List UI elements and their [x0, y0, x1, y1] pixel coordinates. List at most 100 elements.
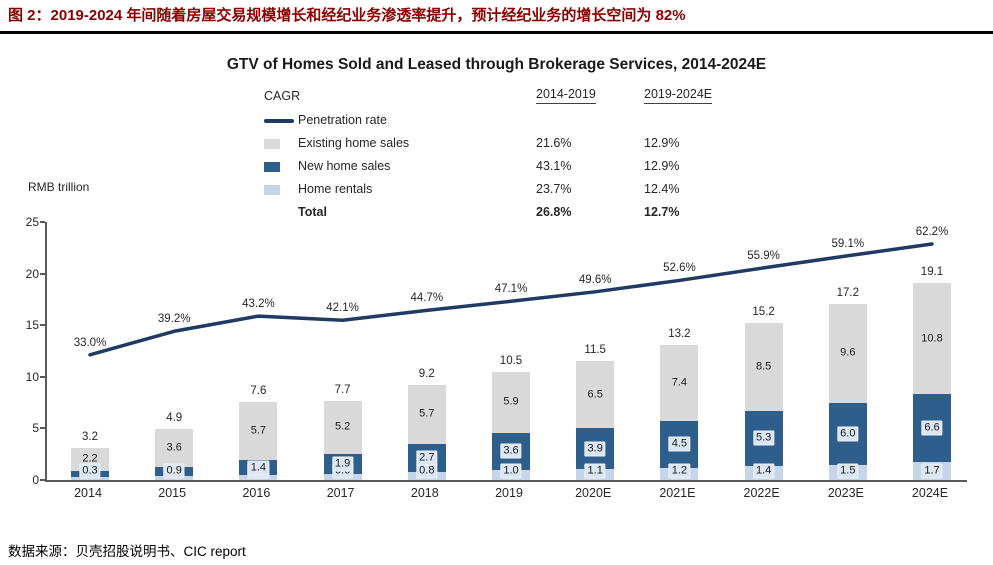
bar-value-label: 0.3: [79, 463, 101, 479]
bar-value-label: 1.1: [584, 463, 606, 479]
x-axis-label: 2015: [158, 486, 187, 500]
bar-value-label: 9.6: [840, 346, 856, 359]
x-axis-label: 2022E: [743, 486, 780, 500]
bar-segment-existing-home-sales: [323, 400, 362, 455]
bar-segment-existing-home-sales: [913, 282, 951, 395]
legend-label-new-home-sales: New home sales: [298, 159, 391, 173]
penetration-rate-value-label: 44.7%: [410, 292, 444, 305]
bar-total-label: 13.2: [668, 327, 691, 340]
chart-area: GTV of Homes Sold and Leased through Bro…: [0, 34, 993, 534]
cagr-column-header-2014-2019: 2014-2019: [536, 87, 644, 104]
cagr-value: 23.7%: [536, 182, 572, 196]
penetration-rate-value-label: 43.2%: [242, 298, 275, 311]
legend-swatch-cell: [264, 113, 298, 127]
penetration-rate-line: [88, 242, 934, 357]
y-axis-tick-label: 5: [32, 421, 39, 436]
y-axis-tick-label: 25: [25, 215, 39, 229]
bar-value-label: 5.7: [250, 424, 267, 437]
bar-value-label: 2.2: [82, 452, 98, 465]
legend-swatch-cell: [264, 159, 298, 173]
bar-segment-existing-home-sales: [828, 303, 867, 403]
cagr-value: 12.4%: [644, 182, 680, 196]
y-axis-tick-mark: [40, 221, 45, 223]
bar-total-label: 10.5: [499, 354, 523, 367]
cagr-column-header-2019-2024: 2019-2024E: [644, 87, 764, 104]
x-axis-label: 2019: [495, 486, 523, 500]
bar-value-label: 6.0: [837, 426, 859, 442]
cagr-value-total: 12.7%: [644, 205, 680, 219]
x-axis-label: 2016: [242, 486, 271, 500]
bar-value-label: 5.7: [419, 407, 435, 420]
bar-value-label: 1.0: [500, 463, 522, 479]
legend-label-existing-home-sales: Existing home sales: [298, 136, 410, 150]
bar-total-label: 7.7: [334, 383, 351, 396]
y-axis-tick-mark: [40, 427, 45, 430]
penetration-rate-value-label: 33.0%: [73, 336, 107, 349]
bar-value-label: 1.5: [837, 463, 859, 479]
bar-segment-existing-home-sales: [660, 344, 699, 422]
bar-segment-existing-home-sales: [744, 323, 783, 411]
bar-total-label: 4.9: [166, 412, 183, 425]
bar-segment-existing-home-sales: [407, 385, 446, 444]
x-axis-label: 2023E: [827, 486, 864, 500]
bar-segment-existing-home-sales: [492, 371, 530, 433]
legend-label-home-rentals: Home rentals: [298, 182, 373, 196]
existing-home-sales-swatch: [264, 138, 280, 149]
penetration-rate-value-label: 59.1%: [831, 237, 865, 250]
x-axis-label: 2024E: [911, 486, 949, 500]
legend-label-penetration-rate: Penetration rate: [298, 113, 387, 127]
y-axis-title: RMB trillion: [28, 180, 90, 194]
bar-value-label: 3.6: [166, 441, 182, 454]
bar-value-label: 5.2: [334, 420, 351, 433]
y-axis-tick-label: 15: [25, 318, 39, 333]
legend-cagr-table: CAGR 2014-2019 2019-2024E Penetration ra…: [264, 87, 764, 219]
cagr-table-title: CAGR: [264, 88, 301, 103]
bar-value-label: 1.9: [331, 456, 354, 472]
bar-value-label: 6.6: [921, 420, 943, 436]
bar-value-label: 1.4: [247, 460, 270, 476]
bar-value-label: 3.6: [500, 443, 522, 459]
bar-value-label: 5.3: [752, 430, 775, 446]
bar-total-label: 19.1: [920, 265, 944, 278]
x-axis-label: 2020E: [575, 486, 612, 500]
cagr-value: 21.6%: [536, 136, 572, 150]
legend-swatch-cell: [264, 136, 298, 150]
bar-value-label: 8.5: [755, 360, 772, 373]
bar-total-label: 3.2: [82, 431, 98, 443]
bar-value-label: 4.5: [668, 436, 691, 452]
bar-value-label: 10.8: [921, 332, 943, 345]
bar-total-label: 9.2: [418, 368, 435, 381]
bar-value-label: 1.7: [921, 463, 943, 479]
penetration-rate-value-label: 52.6%: [663, 262, 696, 275]
home-rentals-swatch: [264, 184, 280, 195]
legend-swatch-cell: [264, 182, 298, 196]
penetration-rate-line-swatch: [264, 118, 294, 123]
bar-value-label: 0.9: [163, 463, 185, 479]
bar-total-label: 11.5: [584, 344, 606, 357]
penetration-rate-value-label: 47.1%: [494, 283, 528, 296]
bar-value-label: 1.4: [752, 463, 775, 479]
penetration-rate-value-label: 55.9%: [747, 249, 780, 262]
bar-total-label: 15.2: [752, 306, 775, 319]
plot-area: 0.32.23.20.40.93.64.90.51.45.77.60.61.95…: [45, 222, 967, 482]
new-home-sales-swatch: [264, 161, 280, 172]
bar-value-label: 3.9: [584, 441, 606, 457]
y-axis-tick-label: 0: [32, 473, 39, 487]
bar-total-label: 17.2: [836, 286, 859, 299]
x-axis-label: 2021E: [659, 486, 696, 500]
chart-title: GTV of Homes Sold and Leased through Bro…: [226, 56, 767, 73]
x-axis-label: 2018: [410, 486, 439, 500]
axes-layer: 0 5 10 15 20 25 2014 2015 2016 2017 2018 2019 2020E 2…: [0, 34, 993, 534]
y-axis-tick-mark: [40, 272, 45, 275]
penetration-rate-value-label: 62.2%: [915, 226, 949, 238]
bar-value-label: 1.2: [668, 463, 691, 479]
y-axis-tick-mark: [40, 324, 45, 327]
report-figure-title: 图 2：2019-2024 年间随着房屋交易规模增长和经纪业务渗透率提升，预计经…: [8, 7, 686, 24]
x-axis-label: 2017: [326, 486, 355, 500]
penetration-rate-value-label: 39.2%: [157, 313, 191, 326]
x-axis-label: 2014: [74, 486, 102, 500]
cagr-value: 43.1%: [536, 159, 572, 173]
penetration-rate-value-label: 49.6%: [578, 273, 612, 286]
cagr-value: 12.9%: [644, 159, 680, 173]
